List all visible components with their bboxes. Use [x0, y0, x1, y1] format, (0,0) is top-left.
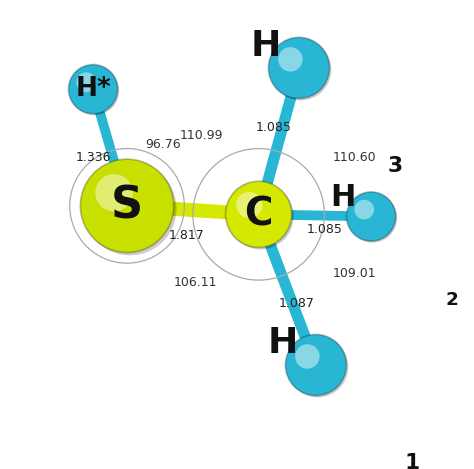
Circle shape [270, 39, 331, 100]
Text: 3: 3 [387, 156, 402, 176]
Text: 2: 2 [446, 291, 459, 309]
Text: H: H [251, 29, 281, 63]
Text: S: S [111, 184, 143, 227]
Circle shape [236, 192, 263, 218]
Circle shape [76, 72, 96, 92]
Text: 109.01: 109.01 [332, 267, 376, 280]
Text: 1.087: 1.087 [279, 297, 315, 310]
Text: 110.99: 110.99 [180, 129, 223, 142]
Text: H*: H* [75, 76, 111, 102]
Circle shape [346, 192, 396, 241]
Text: 1.817: 1.817 [169, 229, 204, 242]
Text: 1.085: 1.085 [307, 223, 342, 236]
Text: H: H [330, 183, 356, 212]
Text: C: C [245, 196, 273, 234]
Text: 96.76: 96.76 [146, 138, 181, 151]
Text: 1: 1 [404, 454, 419, 469]
Circle shape [68, 65, 118, 114]
Circle shape [70, 66, 119, 115]
Circle shape [285, 334, 346, 395]
Circle shape [81, 159, 174, 252]
Circle shape [83, 162, 176, 255]
Circle shape [278, 47, 302, 72]
Circle shape [95, 174, 133, 212]
Circle shape [348, 193, 397, 242]
Text: H: H [268, 326, 298, 360]
Text: 1.085: 1.085 [255, 121, 292, 134]
Text: 1.336: 1.336 [75, 151, 111, 164]
Text: 110.60: 110.60 [332, 151, 376, 164]
Circle shape [287, 336, 348, 397]
Circle shape [228, 183, 294, 250]
Circle shape [295, 344, 319, 369]
Circle shape [226, 181, 292, 248]
Circle shape [355, 200, 374, 219]
Text: 106.11: 106.11 [173, 276, 217, 289]
Circle shape [268, 38, 329, 98]
